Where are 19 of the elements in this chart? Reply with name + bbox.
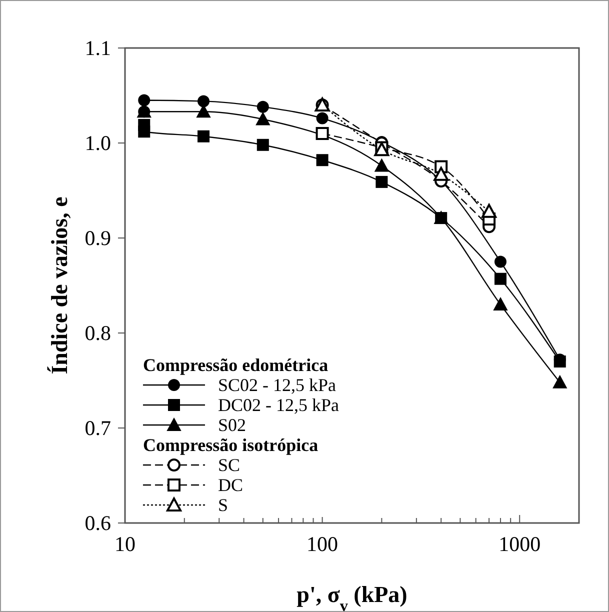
y-tick-label: 1.1	[84, 36, 111, 60]
x-axis-title: p', σ$_{v}$ (kPa)	[296, 582, 408, 612]
x-tick-label: 10	[114, 532, 136, 556]
annotation: Compressão isotrópica	[143, 435, 318, 455]
legend-label: DC	[218, 475, 244, 495]
y-tick-label: 0.6	[84, 511, 111, 535]
legend-label: DC02 - 12,5 kPa	[218, 395, 340, 415]
y-tick-label: 0.9	[84, 226, 111, 250]
legend-label: SC	[218, 455, 240, 475]
legend-label: SC02 - 12,5 kPa	[218, 375, 336, 395]
legend-label: S02	[218, 415, 246, 435]
x-tick-label: 100	[306, 532, 338, 556]
y-axis-title: Índice de vazios, e	[47, 196, 72, 374]
x-tick-label: 1000	[498, 532, 541, 556]
y-tick-label: 0.8	[84, 321, 111, 345]
legend-label: S	[218, 495, 228, 515]
y-tick-label: 0.7	[84, 416, 111, 440]
y-tick-label: 1.0	[84, 131, 111, 155]
annotation: Compressão edométrica	[143, 355, 328, 375]
